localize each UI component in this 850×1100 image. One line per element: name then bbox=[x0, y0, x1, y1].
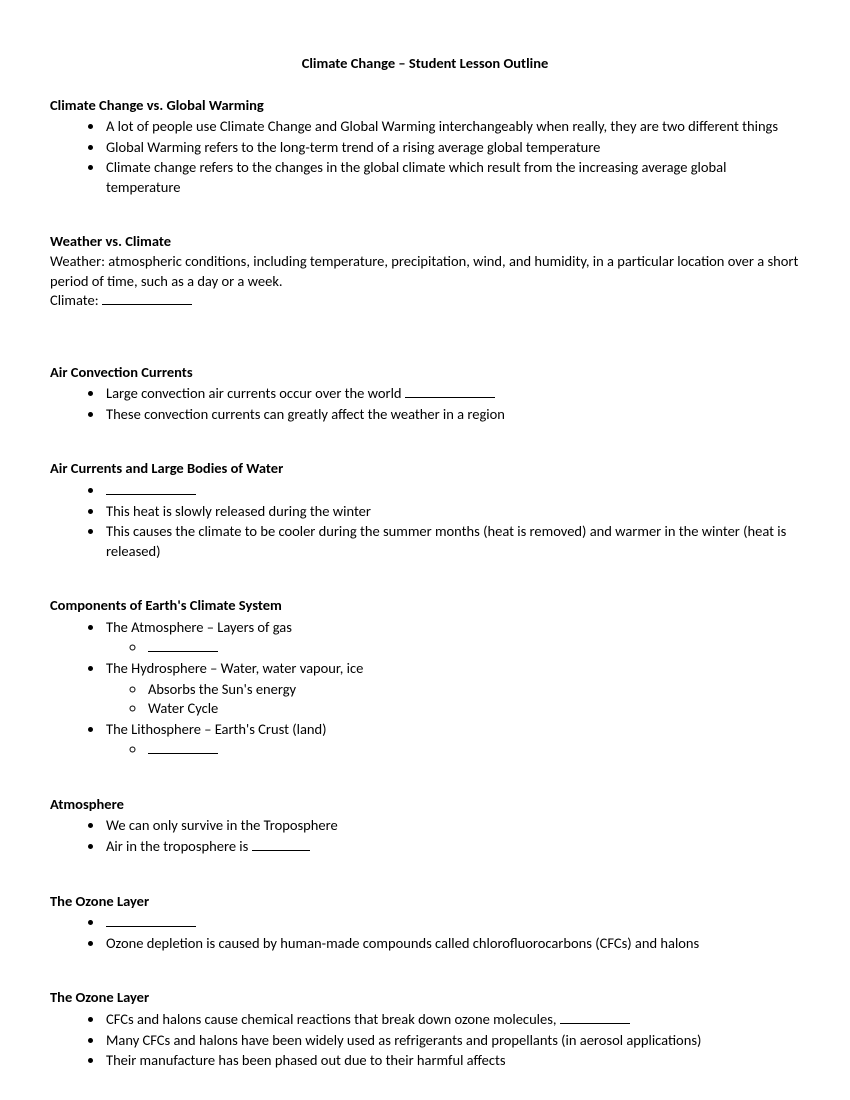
list-item: CFCs and halons cause chemical reactions… bbox=[104, 1010, 800, 1030]
list-item: Global Warming refers to the long-term t… bbox=[104, 138, 800, 158]
blank-ozone2 bbox=[560, 1010, 630, 1024]
blank-aclbw bbox=[106, 481, 196, 495]
list-acc: Large convection air currents occur over… bbox=[50, 384, 800, 424]
list-item-text: The Lithosphere – Earth's Crust (land) bbox=[106, 720, 327, 738]
section-heading-aclbw: Air Currents and Large Bodies of Water bbox=[50, 459, 800, 479]
blank-atm-sub bbox=[148, 638, 218, 652]
blank-ozone1 bbox=[106, 913, 196, 927]
page-title: Climate Change – Student Lesson Outline bbox=[50, 54, 800, 74]
list-oz2: CFCs and halons cause chemical reactions… bbox=[50, 1010, 800, 1071]
list-item-text: Large convection air currents occur over… bbox=[106, 384, 405, 402]
list-item: This causes the climate to be cooler dur… bbox=[104, 522, 800, 561]
climate-definition-line: Climate: bbox=[50, 291, 800, 311]
list-cecs: The Atmosphere – Layers of gas The Hydro… bbox=[50, 618, 800, 760]
weather-definition: Weather: atmospheric conditions, includi… bbox=[50, 252, 800, 291]
blank-climate bbox=[102, 291, 192, 305]
list-item bbox=[104, 481, 800, 501]
sublist bbox=[106, 638, 800, 658]
section-heading-oz2: The Ozone Layer bbox=[50, 988, 800, 1008]
section-heading-ccgw: Climate Change vs. Global Warming bbox=[50, 96, 800, 116]
sublist bbox=[106, 740, 800, 760]
sublist: Absorbs the Sun's energy Water Cycle bbox=[106, 680, 800, 719]
list-item: Their manufacture has been phased out du… bbox=[104, 1051, 800, 1071]
list-item bbox=[146, 638, 800, 658]
list-item: We can only survive in the Troposphere bbox=[104, 816, 800, 836]
list-aclbw: This heat is slowly released during the … bbox=[50, 481, 800, 561]
page: Climate Change – Student Lesson Outline … bbox=[0, 0, 850, 1100]
list-item-text: CFCs and halons cause chemical reactions… bbox=[106, 1010, 560, 1028]
list-item bbox=[104, 913, 800, 933]
list-item-text: The Hydrosphere – Water, water vapour, i… bbox=[106, 659, 363, 677]
list-item bbox=[146, 740, 800, 760]
section-heading-oz1: The Ozone Layer bbox=[50, 892, 800, 912]
section-heading-cecs: Components of Earth's Climate System bbox=[50, 596, 800, 616]
blank-acc bbox=[405, 384, 495, 398]
list-atm: We can only survive in the Troposphere A… bbox=[50, 816, 800, 856]
list-item: A lot of people use Climate Change and G… bbox=[104, 117, 800, 137]
list-item: The Hydrosphere – Water, water vapour, i… bbox=[104, 659, 800, 719]
list-item: This heat is slowly released during the … bbox=[104, 502, 800, 522]
list-item: Large convection air currents occur over… bbox=[104, 384, 800, 404]
list-item-text: The Atmosphere – Layers of gas bbox=[106, 618, 292, 636]
climate-label: Climate: bbox=[50, 291, 102, 309]
list-item-text: Air in the troposphere is bbox=[106, 837, 252, 855]
blank-troposphere bbox=[252, 837, 310, 851]
section-heading-acc: Air Convection Currents bbox=[50, 363, 800, 383]
list-item: Climate change refers to the changes in … bbox=[104, 158, 800, 197]
list-oz1: Ozone depletion is caused by human-made … bbox=[50, 913, 800, 953]
list-item: The Atmosphere – Layers of gas bbox=[104, 618, 800, 658]
blank-lith-sub bbox=[148, 740, 218, 754]
list-item: Absorbs the Sun's energy bbox=[146, 680, 800, 700]
list-item: These convection currents can greatly af… bbox=[104, 405, 800, 425]
list-item: The Lithosphere – Earth's Crust (land) bbox=[104, 720, 800, 760]
section-heading-atm: Atmosphere bbox=[50, 795, 800, 815]
list-ccgw: A lot of people use Climate Change and G… bbox=[50, 117, 800, 197]
section-heading-wvc: Weather vs. Climate bbox=[50, 232, 800, 252]
list-item: Many CFCs and halons have been widely us… bbox=[104, 1031, 800, 1051]
list-item: Ozone depletion is caused by human-made … bbox=[104, 934, 800, 954]
list-item: Water Cycle bbox=[146, 699, 800, 719]
list-item: Air in the troposphere is bbox=[104, 837, 800, 857]
